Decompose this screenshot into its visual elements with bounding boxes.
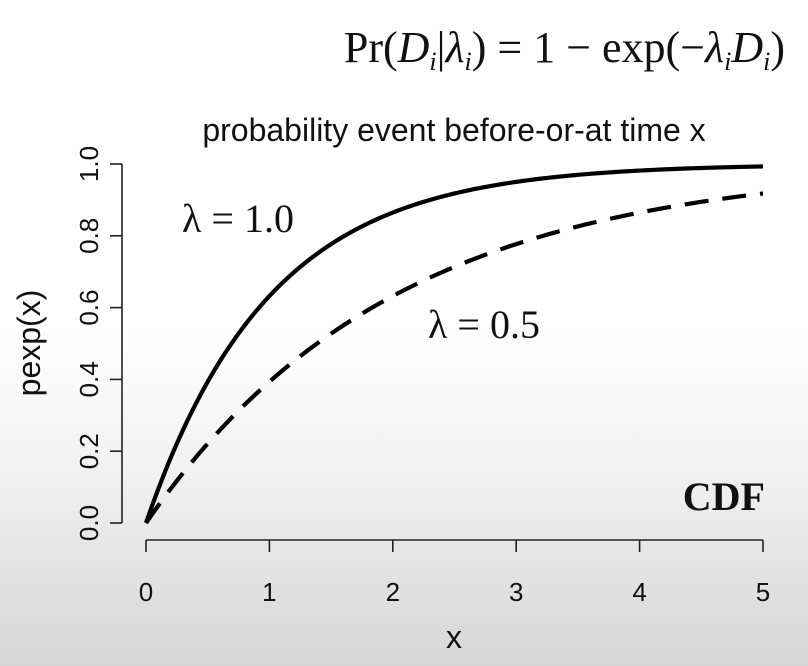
series-label-rate-0-5: λ = 0.5 (428, 302, 540, 347)
y-axis: 0.0 0.2 0.4 0.6 0.8 1.0 (74, 146, 123, 541)
x-tick-label: 3 (509, 577, 523, 607)
x-axis-label: x (446, 619, 462, 655)
y-axis-label: pexp(x) (11, 290, 47, 397)
x-tick-label: 5 (756, 577, 770, 607)
y-tick-label: 1.0 (74, 146, 104, 182)
cdf-corner-label: CDF (683, 474, 765, 519)
x-axis: 0 1 2 3 4 5 (139, 539, 770, 607)
y-tick-label: 0.8 (74, 218, 104, 254)
y-tick-label: 0.2 (74, 433, 104, 469)
y-tick-label: 0.6 (74, 290, 104, 326)
series-label-rate-1: λ = 1.0 (182, 196, 294, 241)
x-tick-label: 4 (632, 577, 646, 607)
formula-label: Pr(Di|λi) = 1 − exp(−λiDi) (344, 23, 785, 76)
chart-title: probability event before-or-at time x (202, 112, 705, 148)
x-tick-label: 0 (139, 577, 153, 607)
y-tick-label: 0.4 (74, 361, 104, 397)
series-line-rate-0-5 (144, 191, 764, 525)
x-tick-label: 1 (262, 577, 276, 607)
series-layer (144, 164, 764, 525)
x-tick-label: 2 (386, 577, 400, 607)
series-line-rate-1 (144, 164, 764, 524)
y-tick-label: 0.0 (74, 505, 104, 541)
